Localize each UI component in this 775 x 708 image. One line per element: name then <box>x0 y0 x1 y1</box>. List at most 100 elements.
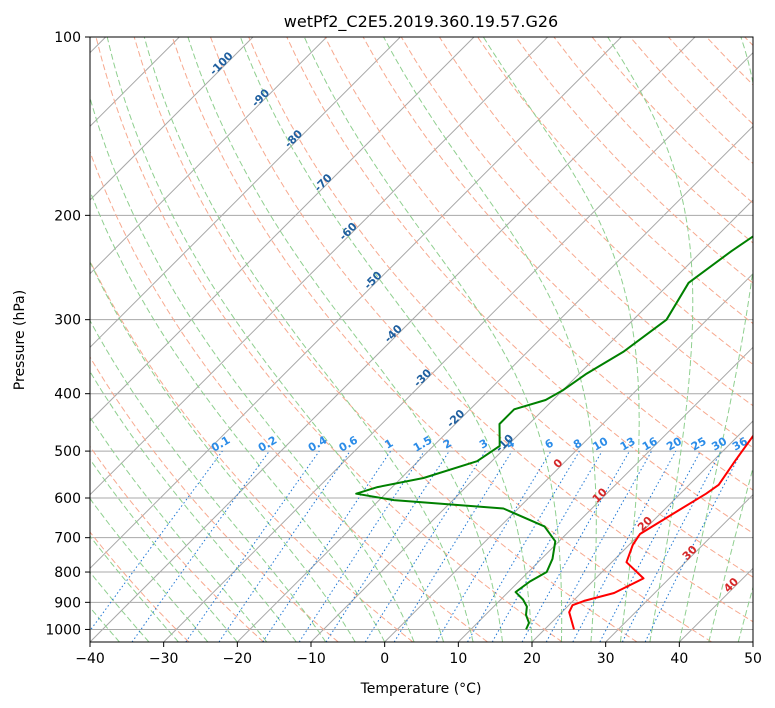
x-tick-label: 40 <box>670 651 688 667</box>
x-axis-label: Temperature (°C) <box>360 681 482 697</box>
moist-adiabat-line <box>239 37 533 642</box>
x-tick-label: 10 <box>449 651 467 667</box>
dry-adiabat-label: -100 <box>207 49 236 78</box>
mixing-ratio-line <box>521 450 630 642</box>
dry-adiabat-line <box>90 259 414 642</box>
isotherm-line <box>90 37 549 496</box>
mixing-ratio-line <box>90 450 223 632</box>
dry-adiabat-line <box>90 356 339 642</box>
y-tick-label: 500 <box>54 444 81 460</box>
moist-adiabat-line <box>90 416 268 642</box>
x-tick-label: 30 <box>597 651 615 667</box>
dry-adiabat-line <box>171 37 712 642</box>
moist-adiabat-line <box>90 260 356 642</box>
dry-adiabat-line <box>90 150 488 642</box>
dry-adiabat-line <box>515 37 753 284</box>
moist-adiabat-line <box>143 37 474 642</box>
isotherm-line <box>90 37 696 642</box>
x-tick-label: 20 <box>523 651 541 667</box>
mixing-ratio-line <box>262 450 392 642</box>
x-tick-label: −10 <box>296 651 326 667</box>
x-tick-label: −30 <box>149 651 179 667</box>
isotherm-line <box>163 51 753 642</box>
mixing-ratio-line <box>185 450 320 642</box>
plot-frame <box>89 36 754 643</box>
dry-adiabat-label: -40 <box>382 322 405 345</box>
chart-title: wetPf2_C2E5.2019.360.19.57.G26 <box>284 12 558 32</box>
dry-adiabat-line <box>90 445 264 642</box>
isotherm-line <box>90 37 328 275</box>
mixing-ratio-line <box>218 450 351 642</box>
dry-adiabat-line <box>133 37 638 642</box>
mixing-ratio-line <box>545 450 653 642</box>
dry-adiabat-line <box>210 37 753 623</box>
dewpoint-profile-line <box>355 235 753 630</box>
dry-adiabat-line <box>706 37 753 86</box>
y-axis-label: Pressure (hPa) <box>12 290 28 390</box>
moist-adiabat-line <box>106 37 445 642</box>
dry-adiabat-label: -60 <box>337 220 360 243</box>
x-tick-label: −20 <box>223 651 253 667</box>
y-tick-label: 400 <box>54 387 81 403</box>
isotherm-line <box>384 272 753 642</box>
moist-adiabat-line <box>90 96 415 642</box>
y-tick-label: 900 <box>54 595 81 611</box>
dry-adiabat-label: -30 <box>411 366 434 389</box>
y-tick-label: 100 <box>54 30 81 46</box>
mixing-ratio-line <box>298 450 425 642</box>
moist-adiabat-line <box>678 37 753 642</box>
moist-adiabat-line <box>187 37 503 642</box>
y-tick-label: 600 <box>54 491 81 507</box>
y-tick-label: 700 <box>54 531 81 547</box>
mixing-ratio-line <box>644 450 743 642</box>
y-tick-label: 1000 <box>45 622 81 638</box>
isotherm-line <box>310 199 753 642</box>
x-tick-label: 50 <box>744 651 762 667</box>
x-tick-label: −40 <box>75 651 105 667</box>
moist-adiabat-line <box>90 189 386 642</box>
moist-adiabat-line <box>737 585 753 642</box>
isotherm-line <box>90 37 475 422</box>
moist-adiabat-line <box>482 37 640 642</box>
y-tick-label: 800 <box>54 565 81 581</box>
axes: −40 −30 −20 −10 0 10 20 30 40 50 100 200 300 400 500 60… <box>45 30 762 667</box>
dry-adiabat-line <box>744 37 753 47</box>
moist-adiabat-label: 10 <box>590 485 610 505</box>
mixing-ratio-line <box>393 450 513 642</box>
sounding-curves: 0.1 0.2 0.4 0.6 1 1.5 2 3 4 6 8 10 13 16 20 25 30 36-100-… <box>207 49 753 630</box>
dry-adiabat-line <box>248 37 753 578</box>
mixing-ratio-line <box>572 450 677 642</box>
temperature-profile-line <box>568 434 753 630</box>
isotherm-line <box>752 641 753 642</box>
isotherm-line <box>457 346 753 642</box>
isotherm-line <box>605 493 753 642</box>
moist-adiabat-line <box>607 37 694 642</box>
x-tick-label: 0 <box>380 651 389 667</box>
dry-adiabat-label: -90 <box>249 86 272 109</box>
isotherm-line <box>90 37 401 349</box>
mixing-ratio-label: 3 <box>477 437 490 452</box>
dry-adiabat-label: -70 <box>312 171 335 194</box>
dry-adiabat-label: -50 <box>361 269 384 292</box>
dry-adiabat-line <box>90 531 190 642</box>
dry-adiabat-label: -20 <box>444 407 467 430</box>
mixing-ratio-label: 2 <box>441 437 454 452</box>
moist-adiabat-line <box>90 458 238 642</box>
mixing-ratio-line <box>325 450 450 642</box>
moist-adiabat-line <box>303 37 563 642</box>
moist-adiabat-line <box>90 535 179 642</box>
plot-background-lines <box>90 37 753 642</box>
isotherm-line <box>90 37 622 570</box>
dry-adiabat-line <box>400 37 753 407</box>
mixing-ratio-label: 6 <box>543 436 556 451</box>
moist-adiabat-line <box>383 37 597 642</box>
moist-adiabat-line <box>90 497 209 642</box>
isotherm-line <box>531 420 753 642</box>
y-tick-label: 300 <box>54 313 81 329</box>
dry-adiabat-label: -80 <box>282 127 305 150</box>
mixing-ratio-line <box>131 450 270 642</box>
dry-adiabat-line <box>95 37 563 642</box>
isotherm-line <box>90 37 254 201</box>
dry-adiabat-line <box>286 37 753 534</box>
